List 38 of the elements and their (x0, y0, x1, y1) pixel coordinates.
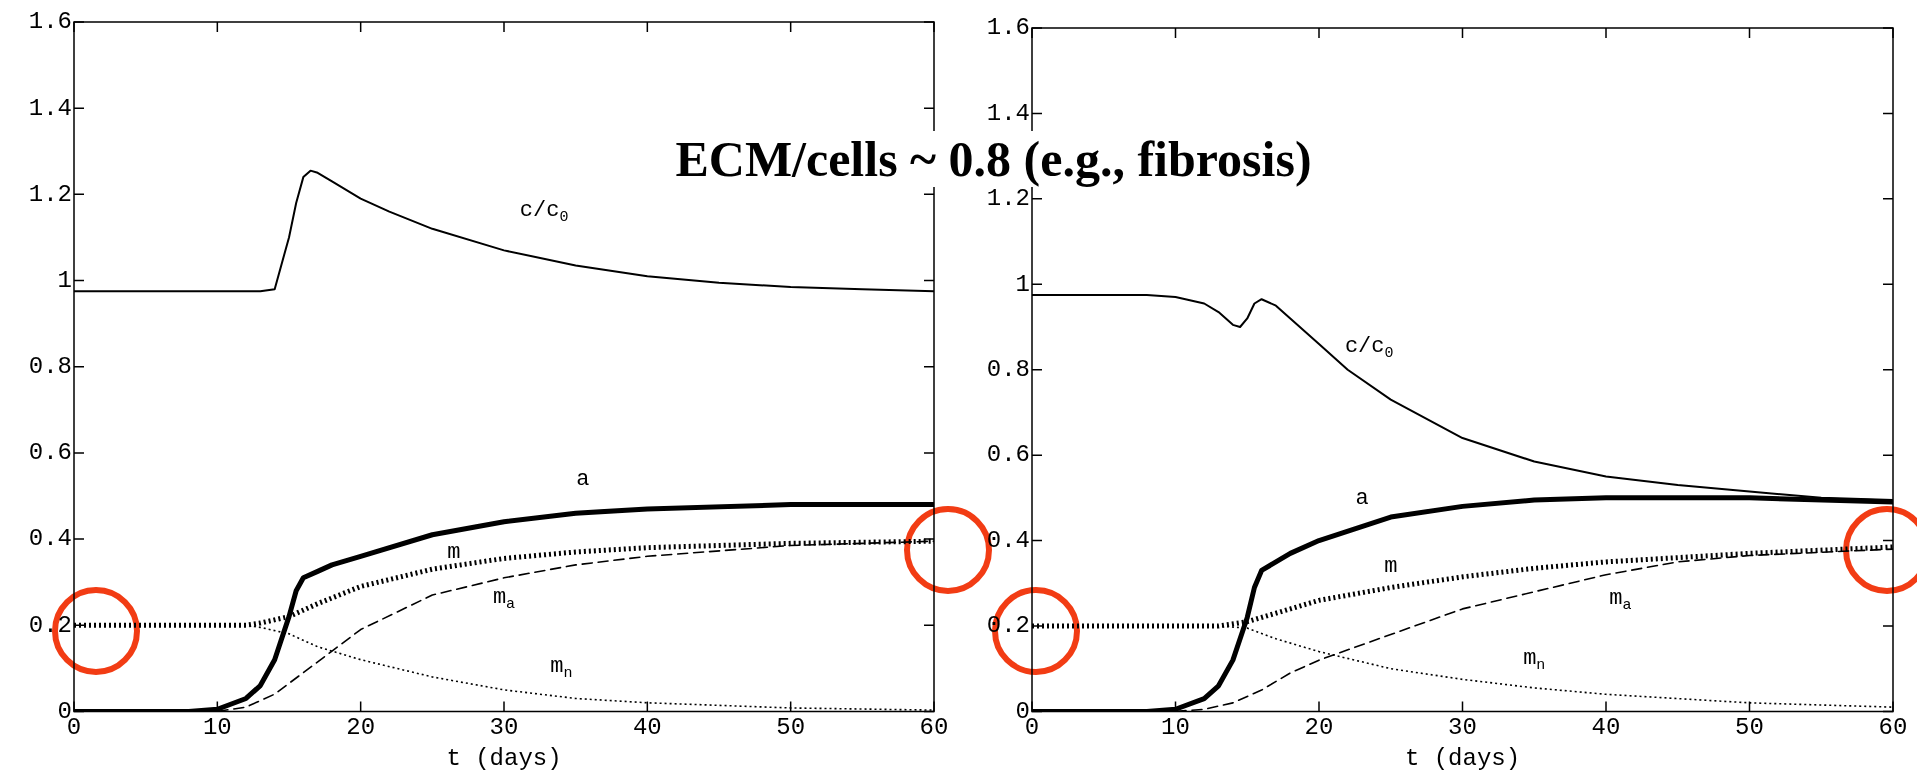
text: ECM/cells ~ 0.8 (e.g., fibrosis) (669, 131, 1318, 187)
y-tick-label: 1.4 (28, 94, 72, 122)
x-tick-label: 20 (346, 714, 376, 742)
series-label: m$_{n}$ (550, 654, 573, 683)
y-tick-label: 1.6 (28, 8, 72, 36)
series-label: m$_{a}$ (1609, 586, 1632, 615)
series-label: m (447, 539, 461, 565)
x-tick-label: 50 (776, 714, 806, 742)
y-tick-label: 0.8 (28, 353, 72, 381)
x-tick-label: 40 (1591, 714, 1621, 742)
x-tick-label: 40 (632, 714, 662, 742)
y-tick-label: 0.8 (986, 356, 1030, 384)
y-tick-label: 1 (57, 266, 72, 294)
series-label: m (1384, 553, 1398, 579)
x-tick-label: 30 (489, 714, 519, 742)
x-tick-label: 20 (1304, 714, 1334, 742)
x-tick-label: 60 (1878, 714, 1908, 742)
y-tick-label: 1.2 (986, 185, 1030, 213)
x-tick-label: 10 (202, 714, 232, 742)
series-label: a (576, 466, 590, 492)
y-tick-label: 0.4 (28, 525, 72, 553)
x-tick-label: 50 (1735, 714, 1764, 742)
series-label: a (1355, 485, 1369, 511)
x-axis-title: t (days) (1404, 744, 1521, 772)
y-tick-label: 1.6 (986, 14, 1030, 42)
x-axis-title: t (days) (446, 744, 562, 772)
series-label: c/c$_{0}$ (1344, 334, 1394, 363)
series-label: m$_{n}$ (1523, 645, 1546, 675)
x-tick-label: 60 (919, 714, 949, 742)
series-label: c/c$_{0}$ (519, 197, 569, 226)
series-label: m$_{a}$ (492, 585, 516, 614)
y-tick-label: 1.2 (28, 180, 72, 208)
y-tick-label: 0.6 (28, 439, 72, 467)
x-tick-label: 30 (1448, 714, 1477, 742)
x-tick-label: 10 (1161, 714, 1190, 742)
y-tick-label: 0.6 (986, 441, 1030, 469)
y-tick-label: 1 (1015, 270, 1030, 298)
y-tick-label: 1.4 (986, 99, 1030, 127)
